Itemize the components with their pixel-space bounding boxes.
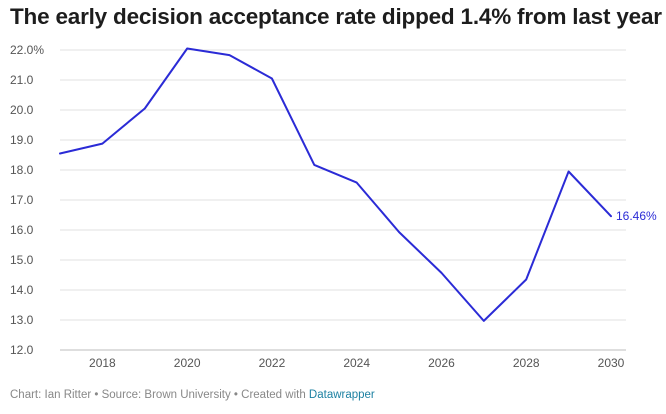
series-line (59, 47, 612, 322)
y-tick-label: 14.0 (10, 283, 34, 297)
y-tick-label: 15.0 (10, 253, 34, 267)
footer-source: Source: Brown University (101, 389, 231, 401)
y-tick-label: 12.0 (10, 343, 34, 357)
data-point (566, 169, 571, 174)
y-tick-label: 18.0 (10, 163, 34, 177)
x-tick-label: 2018 (89, 356, 116, 370)
data-point (397, 230, 402, 235)
data-point (354, 180, 359, 185)
y-axis-tick-labels: 22.0% 21.0 20.0 19.0 18.0 17.0 16.0 15.0 14.0 13.… (10, 43, 44, 357)
y-tick-label: 20.0 (10, 103, 34, 117)
data-point (58, 151, 63, 156)
x-tick-label: 2024 (343, 356, 370, 370)
series-layer (58, 46, 614, 323)
chart-title: The early decision acceptance rate dippe… (10, 4, 662, 29)
footer-author: Chart: Ian Ritter (10, 389, 92, 401)
x-tick-label: 2026 (428, 356, 455, 370)
gridlines (60, 49, 626, 351)
data-point (609, 214, 614, 219)
chart-footer: Chart: Ian Ritter • Source: Brown Univer… (10, 389, 375, 401)
data-point (142, 106, 147, 111)
y-tick-label: 17.0 (10, 193, 34, 207)
x-axis-tick-labels: 2018 2020 2022 2024 2026 2028 2030 (89, 356, 625, 370)
x-tick-label: 2028 (513, 356, 540, 370)
footer-separator: • (233, 389, 238, 401)
x-tick-label: 2022 (259, 356, 286, 370)
data-point (481, 318, 486, 323)
data-point (227, 53, 232, 58)
y-tick-label: 13.0 (10, 313, 34, 327)
x-tick-label: 2030 (598, 356, 625, 370)
y-tick-label: 19.0 (10, 133, 34, 147)
data-point (100, 141, 105, 146)
data-labels: 16.46% (616, 209, 657, 223)
y-tick-label: 22.0% (10, 43, 44, 57)
data-point (312, 162, 317, 167)
x-tick-label: 2020 (174, 356, 201, 370)
end-value-label: 16.46% (616, 209, 657, 223)
y-tick-label: 16.0 (10, 223, 34, 237)
datawrapper-link[interactable]: Datawrapper (308, 389, 375, 401)
footer-created-with: Created with (241, 389, 306, 401)
footer-separator: • (94, 389, 99, 401)
y-tick-label: 21.0 (10, 73, 34, 87)
data-point (269, 76, 274, 81)
data-point (439, 270, 444, 275)
data-point (185, 46, 190, 51)
data-point (524, 277, 529, 282)
